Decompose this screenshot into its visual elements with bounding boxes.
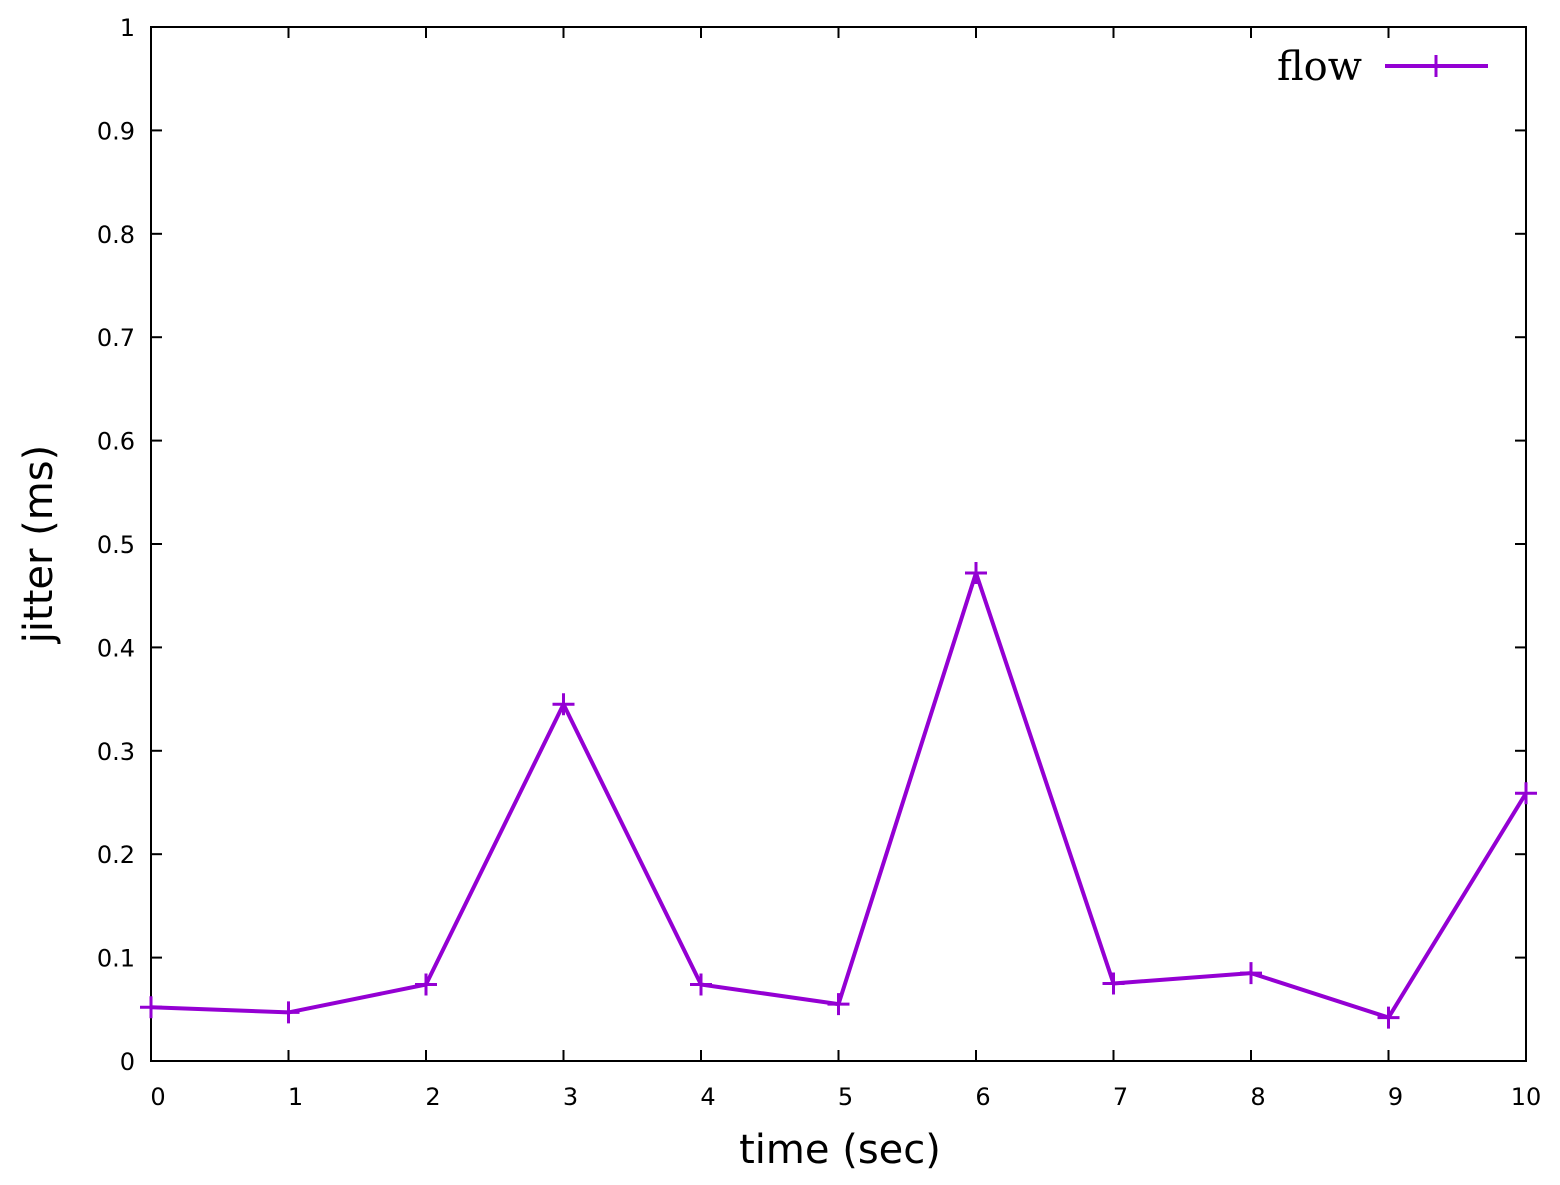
legend-label-flow: flow xyxy=(1277,44,1362,90)
legend-marker-flow xyxy=(1425,55,1447,77)
x-tick-label: 1 xyxy=(288,1083,303,1111)
x-tick-label: 4 xyxy=(700,1083,715,1111)
x-tick-label: 9 xyxy=(1388,1083,1403,1111)
data-point xyxy=(1377,1006,1400,1029)
x-tick-label: 6 xyxy=(975,1083,990,1111)
x-tick-label: 5 xyxy=(838,1083,853,1111)
x-tick-label: 10 xyxy=(1511,1083,1542,1111)
data-point xyxy=(277,1001,300,1024)
legend: flow xyxy=(1277,44,1488,90)
x-tick-label: 8 xyxy=(1250,1083,1265,1111)
data-point xyxy=(690,973,712,996)
series-line-flow xyxy=(150,570,1528,1020)
y-tick-label: 0.7 xyxy=(97,324,135,352)
y-tick-label: 1 xyxy=(120,14,135,42)
x-axis-title: time (sec) xyxy=(739,1127,941,1173)
y-axis-title: jitter (ms) xyxy=(16,445,62,644)
axis-ticks xyxy=(150,26,1527,1062)
y-tick-label: 0.8 xyxy=(97,221,135,249)
data-point xyxy=(415,973,437,996)
y-tick-label: 0.6 xyxy=(97,428,135,456)
y-tick-label: 0.3 xyxy=(97,738,135,766)
data-point xyxy=(1102,972,1125,995)
y-tick-label: 0.4 xyxy=(97,634,135,662)
data-point xyxy=(965,561,987,584)
plot-frame xyxy=(150,26,1527,1062)
y-tick-label: 0 xyxy=(120,1048,135,1076)
data-point xyxy=(140,996,162,1019)
y-tick-labels: 0 0.1 0.2 0.3 0.4 0.5 0.6 0.7 0.8 0.9 1 xyxy=(97,14,135,1076)
series-layer xyxy=(140,561,1537,1029)
y-tick-label: 0.9 xyxy=(97,117,135,145)
x-tick-labels: 0 1 2 3 4 5 6 7 8 9 10 xyxy=(150,1083,1541,1111)
x-tick-label: 7 xyxy=(1113,1083,1128,1111)
x-tick-label: 0 xyxy=(150,1083,165,1111)
y-tick-label: 0.2 xyxy=(97,841,135,869)
y-tick-label: 0.1 xyxy=(97,945,135,973)
x-tick-label: 3 xyxy=(563,1083,578,1111)
data-point xyxy=(1240,962,1262,985)
y-tick-label: 0.5 xyxy=(97,531,135,559)
x-tick-label: 2 xyxy=(425,1083,440,1111)
data-point xyxy=(1515,782,1537,805)
data-point xyxy=(552,693,575,716)
data-point xyxy=(827,993,850,1016)
